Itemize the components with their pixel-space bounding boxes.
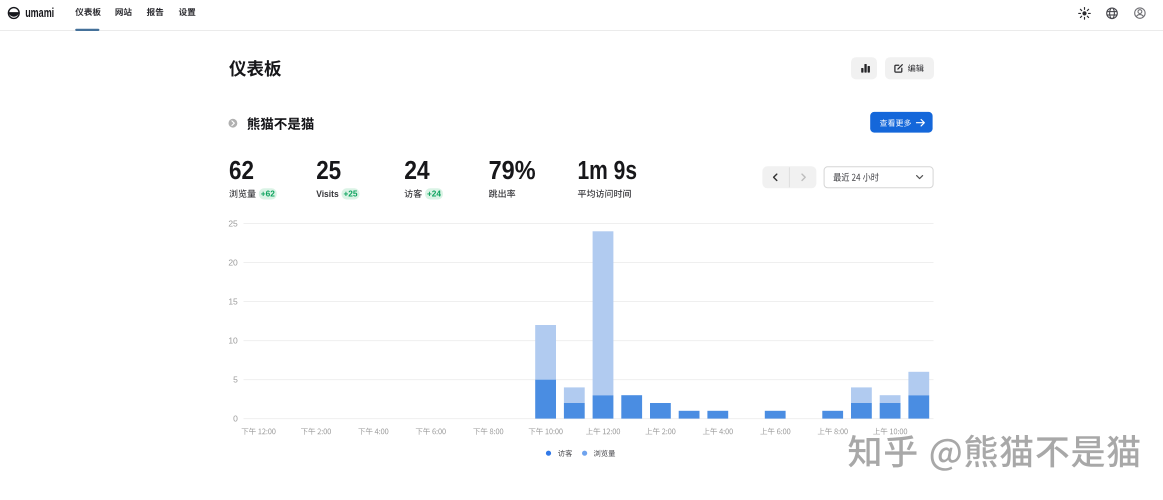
svg-text:+25: +25: [343, 188, 357, 198]
svg-text:+62: +62: [261, 188, 275, 198]
svg-text:20: 20: [228, 257, 238, 267]
svg-text:62: 62: [229, 157, 254, 185]
svg-text:umami: umami: [25, 6, 54, 20]
svg-text:1m 9s: 1m 9s: [578, 157, 638, 185]
svg-text:24: 24: [404, 157, 430, 185]
svg-text:Visits: Visits: [316, 189, 339, 200]
svg-text:+24: +24: [427, 188, 441, 198]
svg-text:5: 5: [233, 375, 238, 385]
svg-text:79%: 79%: [489, 157, 536, 185]
svg-text:25: 25: [228, 218, 238, 228]
svg-text:25: 25: [316, 157, 341, 185]
svg-text:0: 0: [233, 414, 238, 424]
svg-text:15: 15: [228, 296, 238, 306]
svg-text:10: 10: [228, 336, 238, 346]
